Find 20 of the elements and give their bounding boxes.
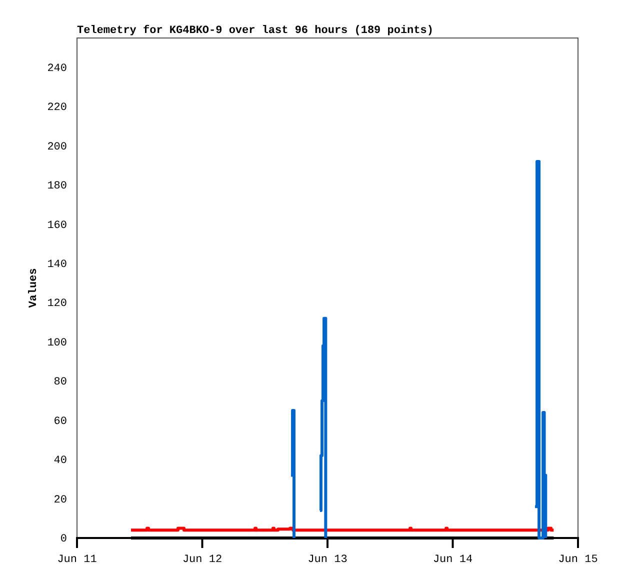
y-tick-label: 0 [60,534,67,546]
y-axis-title: Values [28,268,40,308]
x-tick-label: Jun 11 [57,554,98,566]
y-tick-label: 120 [47,298,67,310]
y-tick-label: 80 [54,376,67,389]
x-tick-label: Jun 15 [558,554,598,566]
chart-title: Telemetry for KG4BKO-9 over last 96 hours (189 points) [77,24,434,37]
y-tick-label: 100 [47,337,67,350]
y-tick-label: 220 [47,102,67,114]
y-tick-label: 200 [47,141,67,154]
y-tick-label: 20 [54,494,67,506]
x-tick-label: Jun 14 [432,554,473,566]
x-tick-label: Jun 13 [308,554,348,566]
y-tick-label: 140 [47,259,67,272]
x-tick-label: Jun 12 [182,554,222,566]
y-tick-label: 40 [54,455,67,468]
y-tick-label: 180 [47,180,67,193]
y-tick-label: 240 [47,62,67,75]
y-tick-label: 160 [47,220,67,232]
y-tick-label: 60 [54,416,67,428]
